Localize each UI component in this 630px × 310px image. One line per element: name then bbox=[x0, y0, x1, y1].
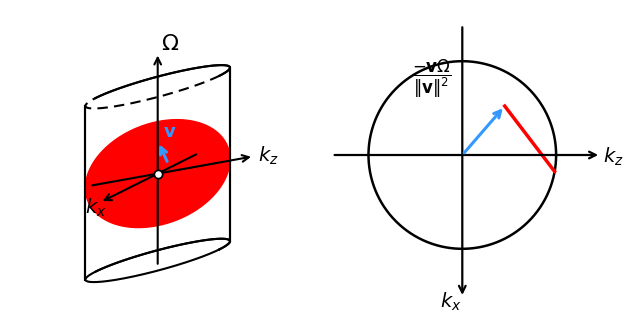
Text: $\Omega$: $\Omega$ bbox=[161, 33, 180, 54]
Text: $k_z$: $k_z$ bbox=[258, 144, 278, 166]
Text: $\dfrac{-\mathbf{v}\Omega}{\|\mathbf{v}\|^2}$: $\dfrac{-\mathbf{v}\Omega}{\|\mathbf{v}\… bbox=[412, 57, 451, 100]
Text: $k_x$: $k_x$ bbox=[440, 290, 462, 310]
Text: $k_x$: $k_x$ bbox=[84, 197, 106, 219]
Text: $\mathbf{v}$: $\mathbf{v}$ bbox=[163, 123, 176, 141]
Polygon shape bbox=[86, 120, 230, 228]
Text: $k_z$: $k_z$ bbox=[604, 146, 624, 168]
